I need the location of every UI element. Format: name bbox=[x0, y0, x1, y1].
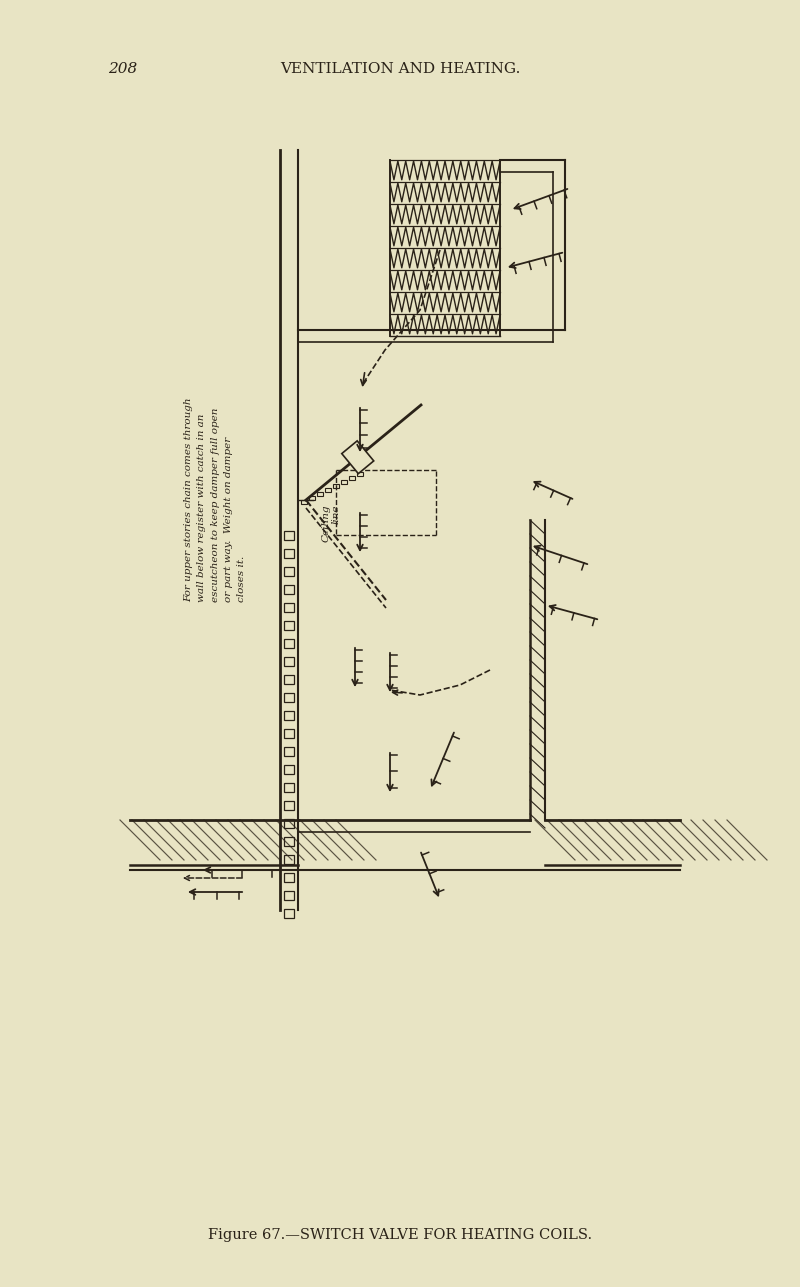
Bar bbox=[284, 746, 294, 755]
Bar bbox=[357, 472, 363, 476]
Text: VENTILATION AND HEATING.: VENTILATION AND HEATING. bbox=[280, 62, 520, 76]
Text: For upper stories chain comes through
wall below register with catch in an
escut: For upper stories chain comes through wa… bbox=[184, 398, 246, 602]
Bar bbox=[284, 640, 294, 647]
Bar bbox=[284, 568, 294, 577]
Bar bbox=[284, 782, 294, 792]
Bar bbox=[284, 622, 294, 631]
Bar bbox=[284, 604, 294, 613]
Bar bbox=[284, 764, 294, 773]
Bar bbox=[284, 819, 294, 828]
Text: line: line bbox=[331, 505, 341, 525]
Bar bbox=[317, 492, 323, 495]
Bar bbox=[284, 586, 294, 595]
Bar bbox=[284, 891, 294, 900]
Bar bbox=[284, 710, 294, 719]
Bar bbox=[284, 801, 294, 810]
Polygon shape bbox=[342, 441, 374, 474]
Bar bbox=[284, 674, 294, 683]
Bar bbox=[284, 728, 294, 737]
Bar bbox=[284, 692, 294, 701]
Bar bbox=[284, 873, 294, 882]
Bar bbox=[309, 495, 315, 501]
Bar bbox=[284, 837, 294, 846]
Bar bbox=[301, 501, 307, 505]
Bar bbox=[341, 480, 347, 484]
Bar bbox=[333, 484, 339, 488]
Bar bbox=[325, 488, 331, 492]
Text: Figure 67.—SWITCH VALVE FOR HEATING COILS.: Figure 67.—SWITCH VALVE FOR HEATING COIL… bbox=[208, 1228, 592, 1242]
Text: 208: 208 bbox=[108, 62, 138, 76]
Bar bbox=[284, 855, 294, 864]
Bar bbox=[284, 656, 294, 665]
Bar bbox=[349, 476, 355, 480]
Bar bbox=[284, 909, 294, 918]
Bar bbox=[284, 550, 294, 559]
Text: Ceiling: Ceiling bbox=[322, 505, 330, 543]
Bar bbox=[284, 532, 294, 541]
